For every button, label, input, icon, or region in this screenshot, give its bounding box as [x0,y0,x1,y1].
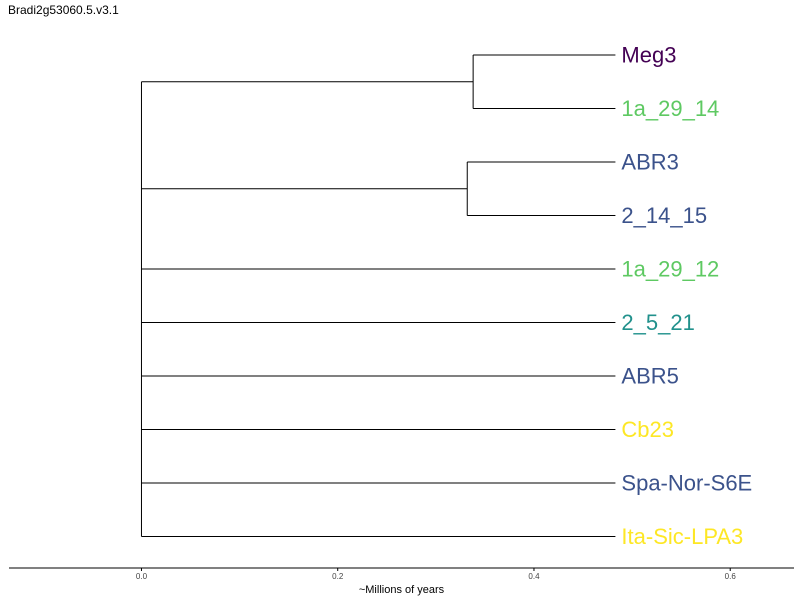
tree-branches [140,54,616,537]
x-axis-tick-label: 0.6 [725,572,737,581]
x-axis-tick-label: 0.2 [332,572,344,581]
x-axis-ticks: 0.0 0.2 0.4 0.6 [136,568,736,581]
leaf-labels: Meg3 1a_29_14 ABR3 2_14_15 1a_29_12 2_5_21 ABR… [621,43,752,550]
leaf-label: 1a_29_14 [621,96,719,121]
leaf-label: 2_14_15 [621,203,707,228]
leaf-label: Spa-Nor-S6E [621,471,752,496]
leaf-label: 1a_29_12 [621,257,719,282]
x-axis-label: ~Millions of years [359,584,445,596]
leaf-label: 2_5_21 [621,310,694,335]
x-axis: 0.0 0.2 0.4 0.6 ~Millions of years [9,567,794,596]
leaf-label: Cb23 [621,417,674,442]
leaf-label: Meg3 [621,43,676,68]
leaf-label: Ita-Sic-LPA3 [621,524,743,549]
x-axis-tick-label: 0.4 [528,572,540,581]
leaf-label: ABR5 [621,364,678,389]
leaf-label: ABR3 [621,150,678,175]
figure-title: Bradi2g53060.5.v3.1 [8,3,119,17]
x-axis-tick-label: 0.0 [136,572,148,581]
